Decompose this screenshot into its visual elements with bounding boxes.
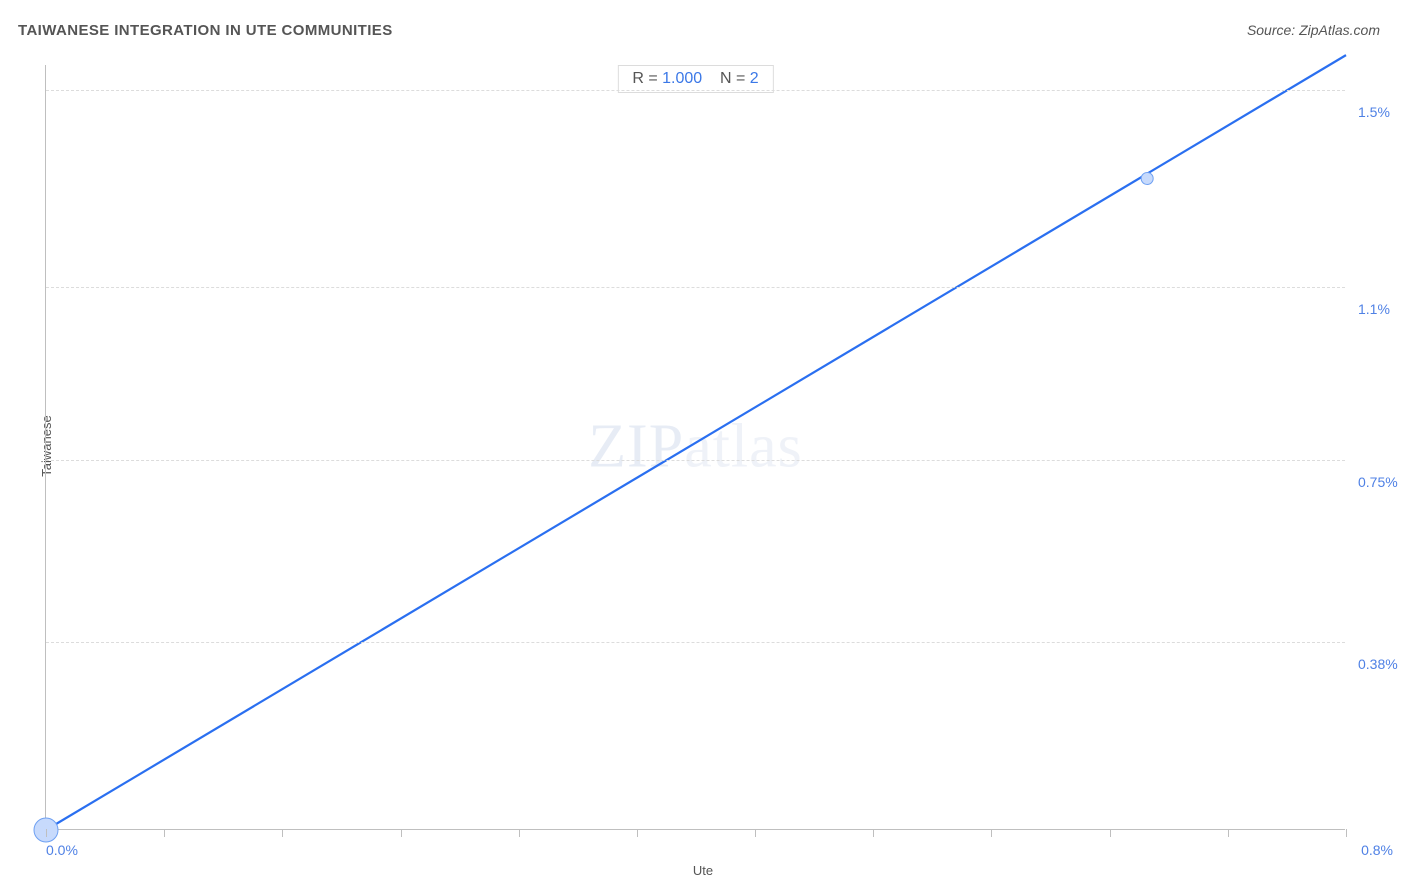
x-tick: [991, 829, 992, 837]
chart-svg: [46, 65, 1345, 829]
x-end-label: 0.8%: [1361, 842, 1393, 858]
x-tick: [1228, 829, 1229, 837]
y-tick-label: 1.1%: [1358, 301, 1390, 317]
x-tick: [1110, 829, 1111, 837]
x-tick: [873, 829, 874, 837]
x-tick: [282, 829, 283, 837]
gridline: [46, 287, 1345, 288]
y-tick-label: 0.75%: [1358, 474, 1398, 490]
x-tick: [46, 829, 47, 837]
gridline: [46, 90, 1345, 91]
y-tick-label: 1.5%: [1358, 104, 1390, 120]
x-tick: [401, 829, 402, 837]
gridline: [46, 460, 1345, 461]
x-start-label: 0.0%: [46, 842, 78, 858]
chart-title: TAIWANESE INTEGRATION IN UTE COMMUNITIES: [18, 22, 393, 39]
y-tick-label: 0.38%: [1358, 656, 1398, 672]
plot-area: ZIPatlas R = 1.000 N = 2 0.38%0.75%1.1%1…: [45, 65, 1345, 830]
x-tick: [637, 829, 638, 837]
x-tick: [519, 829, 520, 837]
x-tick: [755, 829, 756, 837]
x-tick: [1346, 829, 1347, 837]
source-attribution: Source: ZipAtlas.com: [1247, 22, 1380, 38]
regression-line: [46, 55, 1346, 830]
x-axis-label: Ute: [693, 863, 713, 878]
gridline: [46, 642, 1345, 643]
data-point: [1141, 173, 1153, 185]
x-tick: [164, 829, 165, 837]
